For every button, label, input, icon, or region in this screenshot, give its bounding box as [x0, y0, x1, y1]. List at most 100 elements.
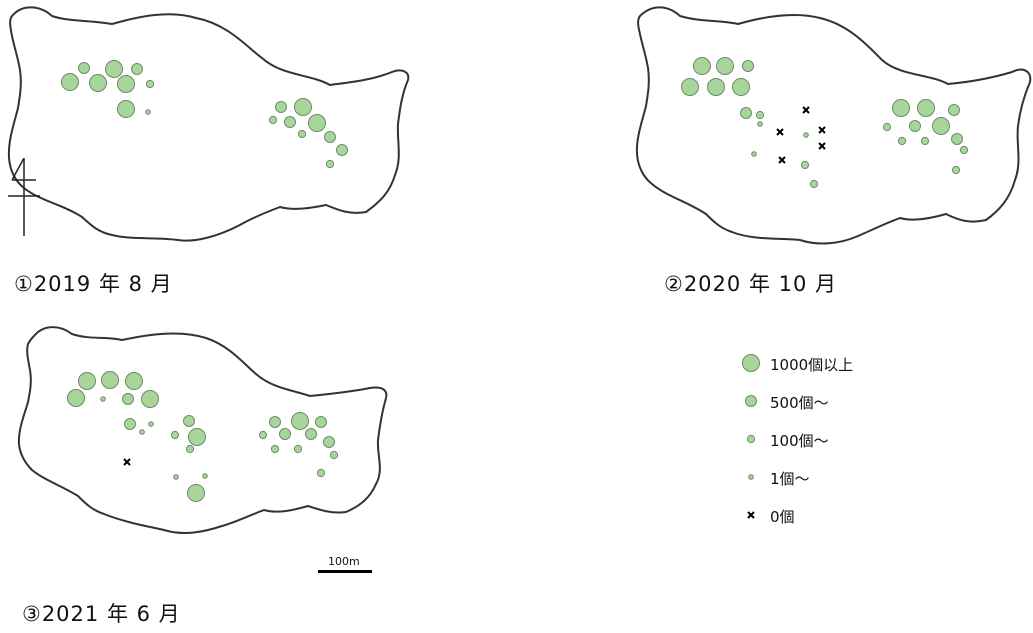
legend-label-0: 0個: [770, 508, 795, 526]
count-marker-100: [316, 468, 326, 478]
count-marker-1000: [716, 57, 734, 75]
zero-marker: [802, 106, 810, 114]
legend-label-100: 100個～: [770, 432, 829, 450]
island-outline: [17, 326, 388, 534]
count-marker-1000: [125, 372, 143, 390]
count-marker-1: [100, 396, 106, 402]
count-marker-1000: [105, 60, 123, 78]
legend-label-1: 1個～: [770, 470, 810, 488]
scale-bar-line: [318, 570, 372, 573]
count-marker-500: [122, 393, 134, 405]
count-marker-1000: [917, 99, 935, 117]
count-marker-100: [268, 115, 278, 125]
count-marker-100: [170, 430, 180, 440]
count-marker-500: [269, 416, 281, 428]
count-marker-1000: [188, 428, 206, 446]
map-2019-aug-svg: [7, 6, 410, 242]
map-2021-jun: [0, 0, 420, 540]
count-marker-500: [183, 415, 195, 427]
count-marker-100: [920, 136, 930, 146]
count-marker-100: [951, 165, 961, 175]
count-marker-100: [293, 444, 303, 454]
island-outline: [635, 6, 1032, 245]
count-marker-500: [275, 101, 287, 113]
count-marker-100: [145, 79, 155, 89]
count-marker-1: [757, 121, 763, 127]
count-marker-1000: [707, 78, 725, 96]
zero-marker: [778, 156, 786, 164]
count-marker-500: [742, 60, 754, 72]
count-marker-100: [755, 110, 765, 120]
map-2021-jun-svg: [17, 326, 388, 534]
count-marker-1000: [732, 78, 750, 96]
count-marker-1: [803, 132, 809, 138]
circle-tiny-icon: [748, 474, 754, 480]
count-marker-100: [800, 160, 810, 170]
count-marker-500: [279, 428, 291, 440]
count-marker-1: [145, 109, 151, 115]
count-marker-1000: [932, 117, 950, 135]
legend-label-1000: 1000個以上: [770, 356, 854, 374]
count-marker-500: [951, 133, 963, 145]
count-marker-100: [185, 444, 195, 454]
count-marker-500: [131, 63, 143, 75]
count-marker-100: [297, 129, 307, 139]
count-marker-1000: [291, 412, 309, 430]
map-2020-oct-svg: [635, 6, 1032, 245]
map-2019-aug: [0, 0, 420, 250]
count-marker-500: [124, 418, 136, 430]
count-marker-1000: [294, 98, 312, 116]
count-marker-500: [948, 104, 960, 116]
scale-bar-label: 100m: [328, 555, 360, 568]
count-marker-1: [202, 473, 208, 479]
zero-marker: [776, 128, 784, 136]
zero-marker: [123, 458, 131, 466]
count-marker-1000: [693, 57, 711, 75]
count-marker-1000: [117, 100, 135, 118]
zero-marker: [818, 126, 826, 134]
count-marker-100: [329, 450, 339, 460]
scale-bar: 100m: [318, 555, 372, 575]
count-marker-500: [324, 131, 336, 143]
count-marker-1: [139, 429, 145, 435]
count-marker-100: [809, 179, 819, 189]
count-marker-1: [751, 151, 757, 157]
count-marker-500: [909, 120, 921, 132]
count-marker-500: [315, 416, 327, 428]
count-marker-100: [258, 430, 268, 440]
count-marker-100: [959, 145, 969, 155]
count-marker-1000: [78, 372, 96, 390]
count-marker-100: [270, 444, 280, 454]
count-marker-1000: [187, 484, 205, 502]
circle-medium-icon: [745, 395, 757, 407]
zero-marker: [818, 142, 826, 150]
count-marker-1000: [117, 75, 135, 93]
count-marker-500: [78, 62, 90, 74]
count-marker-100: [882, 122, 892, 132]
count-marker-1: [148, 421, 154, 427]
map-caption-2021: ③2021 年 6 月: [22, 602, 181, 626]
circle-large-icon: [742, 354, 760, 372]
map-caption-2019: ①2019 年 8 月: [14, 272, 173, 296]
count-marker-1000: [89, 74, 107, 92]
island-outline: [7, 6, 410, 242]
count-marker-1000: [892, 99, 910, 117]
count-marker-500: [740, 107, 752, 119]
count-marker-500: [336, 144, 348, 156]
count-marker-500: [305, 428, 317, 440]
count-marker-500: [323, 436, 335, 448]
count-marker-100: [897, 136, 907, 146]
count-marker-500: [284, 116, 296, 128]
legend-label-500: 500個～: [770, 394, 829, 412]
cross-icon: [747, 511, 755, 519]
count-marker-100: [325, 159, 335, 169]
circle-small-icon: [746, 434, 756, 444]
count-marker-1000: [61, 73, 79, 91]
count-marker-1: [173, 474, 179, 480]
count-marker-1000: [141, 390, 159, 408]
north-arrow: [6, 157, 42, 242]
count-marker-1000: [308, 114, 326, 132]
count-marker-1000: [101, 371, 119, 389]
map-caption-2020: ②2020 年 10 月: [664, 272, 838, 296]
count-marker-1000: [681, 78, 699, 96]
